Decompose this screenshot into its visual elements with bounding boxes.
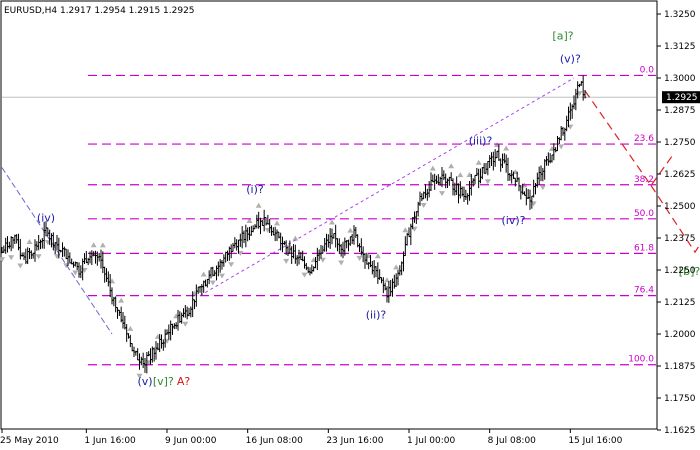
wave-labels: (iv) (v) [v]? A? (i)? (ii)? (iii)? (iv)? (v)? [a]… (37, 30, 700, 389)
price-axis: 1.3250 1.3125 1.3000 1.2875 1.2750 1.2625 1.25… (657, 10, 696, 436)
candles (0, 75, 587, 374)
x-tick-label: 8 Jul 08:00 (488, 436, 537, 446)
x-tick-label: 15 Jul 16:00 (568, 436, 622, 446)
uptrend-channel-line (199, 77, 575, 297)
fractal-marker (338, 260, 345, 266)
fractal-marker (384, 277, 390, 283)
fractal-marker (420, 203, 427, 209)
wave-label: [a]? (552, 30, 573, 43)
current-price-label: 1.2925 (666, 93, 698, 103)
wave-label: (ii)? (366, 309, 387, 322)
y-tick-label: 1.3000 (664, 74, 696, 84)
fractal-marker (329, 219, 335, 225)
fractal-marker (127, 325, 134, 331)
fractal-marker (292, 235, 299, 241)
y-tick-label: 1.2875 (664, 106, 696, 116)
fractal-marker (17, 263, 24, 269)
fractal-marker (0, 257, 5, 263)
wave-label: A? (177, 375, 191, 388)
y-tick-label: 1.3250 (664, 10, 696, 20)
x-tick-label: 1 Jul 00:00 (407, 436, 456, 446)
y-tick-label: 1.2750 (664, 138, 696, 148)
y-tick-label: 1.2500 (664, 202, 696, 212)
fractal-marker (356, 256, 363, 262)
current-price-box (662, 91, 700, 104)
fractal-marker (182, 321, 189, 327)
fractal-marker (72, 270, 79, 276)
fractal-marker (136, 373, 143, 379)
fib-level-label: 23.6 (634, 134, 654, 144)
fib-level-label: 61.8 (634, 243, 654, 253)
fractal-marker (99, 242, 106, 248)
fractal-marker (558, 144, 565, 150)
wave-label: (i)? (246, 183, 264, 196)
fractal-marker (283, 258, 290, 264)
symbol-header: EURUSD,H4 1.2917 1.2954 1.2915 1.2925 (4, 6, 195, 16)
fractal-marker (228, 262, 235, 268)
fib-level-label: 0.0 (640, 65, 655, 75)
fractal-marker (439, 191, 445, 197)
fibonacci-levels: 0.0 23.6 38.2 50.0 61.8 76.4 100.0 (88, 65, 656, 366)
fractal-marker (118, 297, 125, 303)
fractal-marker (319, 257, 326, 263)
fractal-marker (484, 179, 491, 185)
fractal-marker (539, 185, 546, 191)
fractal-marker (90, 242, 97, 248)
fib-level-label: 100.0 (628, 355, 654, 365)
y-tick-label: 1.1750 (664, 394, 696, 404)
plot-frame (0, 0, 658, 430)
fractal-marker (274, 220, 280, 226)
fractal-marker (255, 202, 262, 208)
y-tick-label: 1.1625 (664, 426, 696, 436)
y-tick-label: 1.2250 (664, 266, 696, 276)
fractal-marker (429, 165, 436, 171)
fractal-marker (219, 273, 225, 279)
wave-label: [v]? (153, 375, 174, 388)
y-tick-label: 1.1875 (664, 362, 696, 372)
fractal-marker (393, 264, 400, 270)
fractal-marker (26, 238, 33, 244)
wave-label: (iv) (37, 211, 55, 224)
fractal-marker (209, 280, 216, 286)
y-tick-label: 1.2375 (664, 234, 696, 244)
fractal-marker (8, 255, 15, 261)
fractal-marker (200, 271, 207, 277)
wave-label: (v) (137, 375, 152, 388)
y-tick-label: 1.2000 (664, 330, 696, 340)
fib-level-label: 38.2 (634, 175, 654, 185)
trend-lines (1, 77, 700, 335)
projection-path-b (650, 185, 700, 254)
time-axis: 25 May 2010 1 Jun 16:00 9 Jun 00:00 16 Jun … (0, 429, 623, 446)
y-tick-label: 1.2125 (664, 298, 696, 308)
fractal-marker (503, 145, 510, 151)
fib-level-label: 50.0 (634, 209, 654, 219)
fractal-marker (374, 253, 381, 259)
fractal-marker (448, 163, 455, 169)
x-tick-label: 23 Jun 16:00 (326, 436, 383, 446)
x-tick-label: 9 Jun 00:00 (165, 436, 217, 446)
fractal-marker (35, 254, 42, 260)
x-tick-label: 1 Jun 16:00 (84, 436, 136, 446)
fractal-marker (475, 159, 482, 165)
fractal-marker (402, 227, 409, 233)
y-tick-label: 1.2625 (664, 170, 696, 180)
downtrend-channel-line (1, 167, 113, 335)
fib-level-label: 76.4 (634, 286, 654, 296)
wave-label: (v)? (560, 53, 581, 66)
wave-label: (iv)? (502, 214, 526, 227)
fractal-marker (301, 272, 308, 278)
x-tick-label: 16 Jun 08:00 (246, 436, 303, 446)
fractal-marker (347, 227, 354, 233)
fractal-marker (246, 218, 253, 224)
fractal-marker (457, 172, 464, 178)
x-tick-label: 25 May 2010 (0, 436, 59, 446)
wave-label: (iii)? (469, 135, 493, 148)
wave-label: [b]? (679, 265, 700, 278)
y-tick-label: 1.3125 (664, 42, 696, 52)
